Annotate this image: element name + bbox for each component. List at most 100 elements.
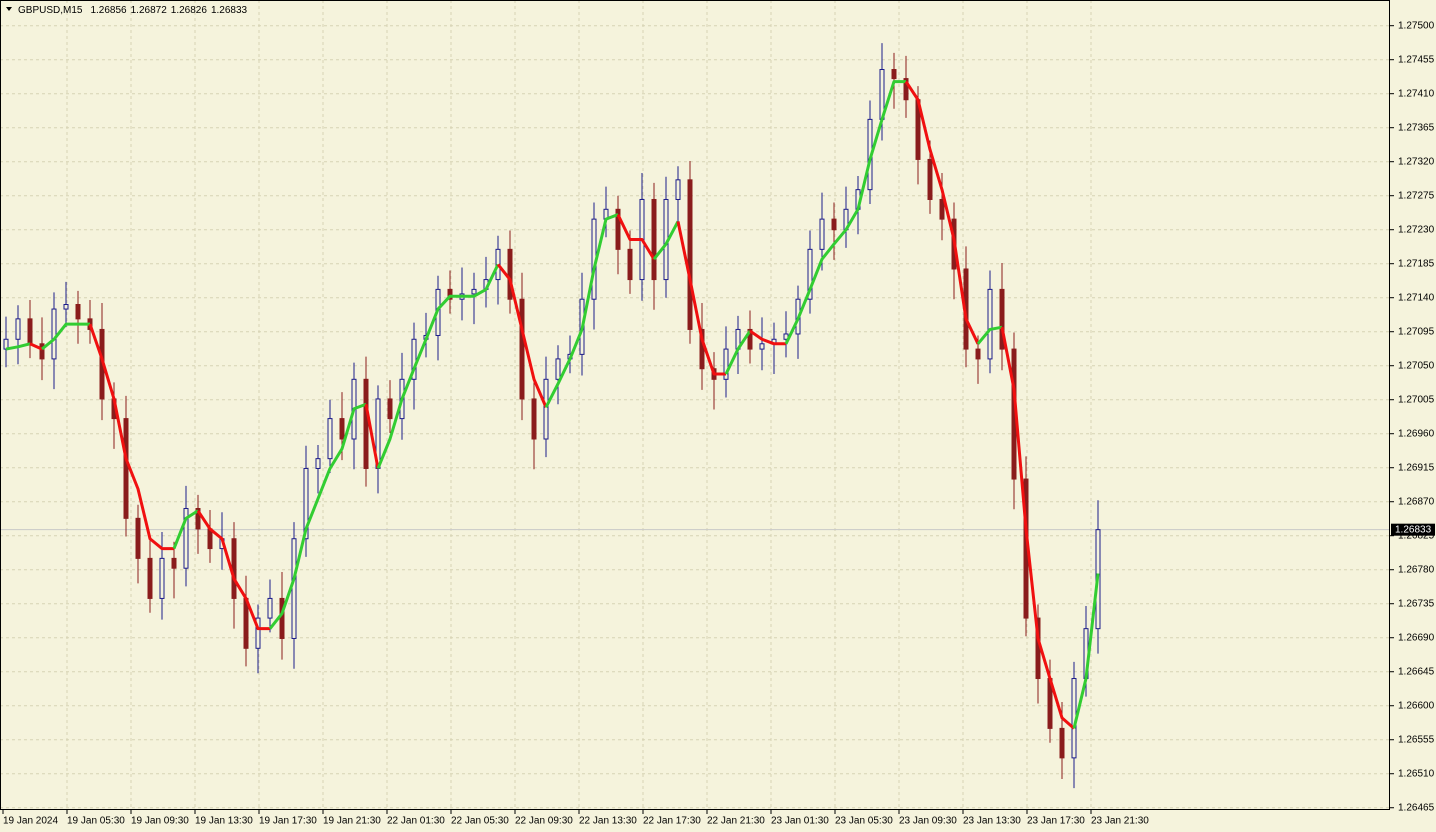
indicator-line: [652, 220, 680, 261]
candle-body: [687, 179, 693, 330]
candle-body: [291, 538, 297, 639]
indicator-line: [268, 402, 367, 630]
x-tick-label: 19 Jan 2024: [3, 816, 58, 827]
x-tick-label: 23 Jan 13:30: [963, 816, 1021, 827]
indicator-line: [196, 509, 270, 631]
x-tick-label: 19 Jan 21:30: [323, 816, 381, 827]
quote-value: 1.26872: [131, 5, 168, 16]
x-tick-label: 19 Jan 05:30: [67, 816, 125, 827]
candle-body: [339, 418, 345, 440]
candle-body: [999, 288, 1005, 350]
indicator-line: [784, 80, 906, 345]
candle-body: [63, 304, 69, 310]
candle-body: [507, 248, 513, 300]
y-tick-label: 1.26645: [1398, 666, 1435, 677]
x-tick-label: 22 Jan 13:30: [579, 816, 637, 827]
x-tick-label: 19 Jan 13:30: [195, 816, 253, 827]
quote-value: 1.26833: [211, 5, 248, 16]
candle-body: [651, 198, 657, 281]
current-price-box: [1391, 523, 1435, 536]
y-tick-label: 1.26600: [1398, 700, 1435, 711]
y-tick-label: 1.27500: [1398, 20, 1435, 31]
candle-body: [51, 308, 57, 360]
menu-arrow[interactable]: [6, 7, 12, 11]
symbol: GBPUSD,M15: [18, 5, 83, 16]
y-tick-label: 1.27185: [1398, 258, 1435, 269]
grid-layer: [0, 0, 1390, 810]
y-tick-label: 1.27320: [1398, 156, 1435, 167]
indicator-line: [749, 329, 786, 346]
candle-body: [195, 508, 201, 530]
candle-body: [723, 348, 729, 380]
candle-body: [303, 467, 309, 540]
current-price-label: 1.26833: [1395, 524, 1432, 535]
y-tick-label: 1.27095: [1398, 326, 1435, 337]
candle-body: [171, 557, 177, 569]
candle-body: [759, 343, 765, 350]
x-tick-label: 23 Jan 09:30: [899, 816, 957, 827]
candle-body: [411, 338, 417, 380]
x-tick-label: 23 Jan 17:30: [1027, 816, 1085, 827]
indicator-line: [376, 263, 500, 470]
candle-body: [27, 318, 33, 345]
candle-body: [903, 78, 909, 101]
candle-body: [531, 398, 537, 440]
candle-body: [147, 557, 153, 599]
indicator-line: [904, 80, 980, 345]
candle-body: [555, 358, 561, 380]
y-tick-label: 1.26915: [1398, 462, 1435, 473]
candle-body: [39, 343, 45, 360]
indicator-line: [364, 403, 380, 469]
x-tick-label: 22 Jan 01:30: [387, 816, 445, 827]
y-tick-label: 1.27410: [1398, 88, 1435, 99]
candle-body: [675, 179, 681, 200]
indicator-line: [496, 263, 548, 408]
indicator-line: [676, 221, 726, 376]
indicator-line: [172, 509, 199, 550]
y-tick-label: 1.26735: [1398, 598, 1435, 609]
x-tick-label: 23 Jan 21:30: [1091, 816, 1149, 827]
candle-body: [327, 418, 333, 460]
candle-body: [471, 288, 477, 295]
x-tick-label: 22 Jan 09:30: [515, 816, 573, 827]
y-tick-label: 1.26510: [1398, 768, 1435, 779]
candle-body: [819, 218, 825, 250]
candle-body: [447, 288, 453, 300]
candle-body: [807, 248, 813, 300]
y-tick-label: 1.26465: [1398, 802, 1435, 813]
chart-header: GBPUSD,M15 1.26856 1.26872 1.26826 1.26833: [18, 5, 248, 16]
y-tick-label: 1.27275: [1398, 190, 1435, 201]
candle-body: [279, 597, 285, 639]
candle-body: [1059, 727, 1065, 759]
x-tick-label: 22 Jan 21:30: [707, 816, 765, 827]
candle-body: [159, 557, 165, 599]
candle-body: [927, 158, 933, 200]
indicator-line: [616, 213, 656, 260]
candle-body: [831, 218, 837, 231]
y-tick-label: 1.26780: [1398, 564, 1435, 575]
y-tick-label: 1.26825: [1398, 530, 1435, 541]
x-tick-label: 23 Jan 01:30: [771, 816, 829, 827]
y-tick-label: 1.27365: [1398, 122, 1435, 133]
plot-border: [0, 0, 1390, 810]
candle-body: [123, 418, 129, 519]
candle-body: [615, 208, 621, 250]
indicator-line: [976, 325, 1003, 345]
candle-body: [387, 398, 393, 420]
candle-body: [183, 508, 189, 569]
marks-layer: [3, 43, 1101, 789]
indicator-line: [5, 342, 31, 351]
indicator-line: [1000, 326, 1075, 730]
indicator-line: [29, 342, 43, 351]
y-tick-label: 1.27455: [1398, 54, 1435, 65]
x-tick-label: 23 Jan 05:30: [835, 816, 893, 827]
indicator-line: [1072, 573, 1100, 729]
indicator-line: [88, 323, 174, 551]
y-tick-label: 1.27140: [1398, 292, 1435, 303]
candle-body: [15, 318, 21, 340]
y-tick-label: 1.27050: [1398, 360, 1435, 371]
x-tick-label: 19 Jan 17:30: [259, 816, 317, 827]
candle-body: [267, 597, 273, 619]
indicator-line: [724, 330, 752, 375]
